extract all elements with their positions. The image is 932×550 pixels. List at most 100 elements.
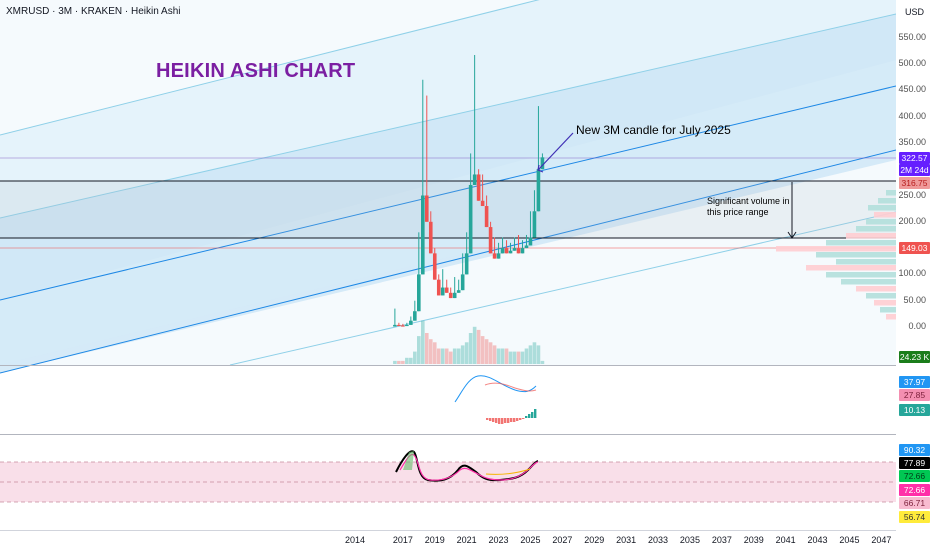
volume-range-arrowhead xyxy=(787,231,797,239)
volume-bar xyxy=(448,351,453,364)
volume-bar xyxy=(464,342,469,364)
indicator2-badge-4: 72.66 xyxy=(899,484,930,496)
histogram-bar xyxy=(525,416,528,418)
candle-body xyxy=(512,248,517,251)
volume-profile-row xyxy=(880,307,896,313)
indicator1-badge-2: 27.85 xyxy=(899,389,930,401)
candle-body xyxy=(504,248,509,254)
indicator1-signal-line xyxy=(484,382,537,392)
candle-body xyxy=(508,250,513,254)
price-tick-label: 450.00 xyxy=(898,84,926,95)
volume-bar xyxy=(528,345,533,364)
channel-line-mid-upper xyxy=(0,85,897,301)
volume-bar xyxy=(436,348,441,364)
time-tick-label: 2045 xyxy=(839,535,860,545)
candle-body xyxy=(397,324,401,327)
volume-bar xyxy=(516,351,521,364)
histogram-bar xyxy=(522,418,525,419)
annotation-new-candle: New 3M candle for July 2025 xyxy=(576,123,731,137)
candle-body xyxy=(436,279,441,296)
volume-profile-row xyxy=(866,219,896,225)
lower-level-badge: 149.03 xyxy=(899,242,930,254)
annotation-arrowhead-new-candle xyxy=(537,164,544,173)
volume-profile-row xyxy=(816,252,896,258)
volume-bar xyxy=(480,336,485,364)
volume-bar xyxy=(393,360,397,364)
indicator1-pane-bg xyxy=(0,366,896,434)
symbol-header[interactable]: XMRUSD · 3M · KRAKEN · Heikin Ashi xyxy=(6,6,181,17)
volume-profile-row xyxy=(886,314,896,320)
histogram-bar xyxy=(495,418,498,423)
time-tick-label: 2017 xyxy=(392,535,413,545)
volume-bar xyxy=(413,351,417,364)
price-tick-label: 500.00 xyxy=(898,58,926,68)
histogram-bar xyxy=(516,418,519,421)
annotation-volume: Significant volume in this price range xyxy=(707,196,790,218)
volume-profile-row xyxy=(886,190,896,196)
histogram-bar xyxy=(513,418,516,422)
volume-profile-row xyxy=(776,246,896,252)
volume-profile-row xyxy=(856,226,896,232)
candle-body xyxy=(393,324,397,327)
candle-body xyxy=(448,292,453,299)
volume-profile-row xyxy=(866,293,896,299)
candle-body xyxy=(460,274,465,291)
volume-profile-row xyxy=(878,198,896,204)
histogram-bar xyxy=(519,418,522,420)
price-tick-label: 0.00 xyxy=(908,321,926,331)
candle-body xyxy=(520,248,525,254)
candle-body xyxy=(500,248,505,254)
candle-body xyxy=(468,184,473,254)
candle-body xyxy=(409,320,413,325)
candle-body xyxy=(540,157,545,170)
annotation-volume-line2: this price range xyxy=(707,207,769,217)
channel-line-median xyxy=(0,149,897,374)
candle-body xyxy=(536,169,541,212)
volume-profile xyxy=(776,190,896,320)
time-tick-label: 2037 xyxy=(711,535,732,545)
volume-bar xyxy=(417,336,421,364)
histogram-bar xyxy=(489,418,492,421)
volume-bar xyxy=(444,348,449,364)
indicator2-badge-6: 56.74 xyxy=(899,511,930,523)
volume-profile-row xyxy=(841,279,896,285)
candle-body xyxy=(405,324,409,327)
candle-body xyxy=(464,253,469,275)
volume-profile-row xyxy=(874,300,896,306)
indicator2-cross-fill xyxy=(403,451,414,470)
histogram-bar xyxy=(510,418,513,422)
candle-body xyxy=(488,227,493,254)
annotation-volume-line1: Significant volume in xyxy=(707,196,790,206)
time-tick-label: 2027 xyxy=(552,535,573,545)
indicator2-badge-5: 66.71 xyxy=(899,497,930,509)
volume-bar xyxy=(540,360,545,364)
current-price-badge: 322.57 xyxy=(899,152,930,164)
candle-body xyxy=(496,253,501,259)
channel-middle-fill xyxy=(0,60,896,365)
indicator2-badge-1: 90.32 xyxy=(899,444,930,456)
chart-title: HEIKIN ASHI CHART xyxy=(156,60,356,82)
candle-body xyxy=(524,245,529,249)
histogram-bar xyxy=(504,418,507,423)
candle-body xyxy=(432,253,437,280)
volume-bar xyxy=(409,357,413,364)
price-tick-label: 100.00 xyxy=(898,268,926,279)
volume-bar xyxy=(504,348,509,364)
indicator1-badge-1: 37.97 xyxy=(899,376,930,388)
histogram-bar xyxy=(531,412,534,418)
volume-profile-row xyxy=(874,212,896,218)
candle-body xyxy=(476,174,481,201)
candle-body xyxy=(413,311,417,321)
volume-bar xyxy=(508,351,513,364)
indicator2-badge-3: 72.66 xyxy=(899,470,930,482)
time-tick-label: 2029 xyxy=(584,535,605,545)
volume-badge: 24.23 K xyxy=(899,351,930,363)
indicator2-signal-line xyxy=(485,468,531,475)
candle-body xyxy=(532,211,537,238)
candle-body xyxy=(428,221,433,254)
histogram-bar xyxy=(498,418,501,424)
time-tick-label: 2035 xyxy=(679,535,700,545)
channel-line-upper xyxy=(0,13,897,219)
